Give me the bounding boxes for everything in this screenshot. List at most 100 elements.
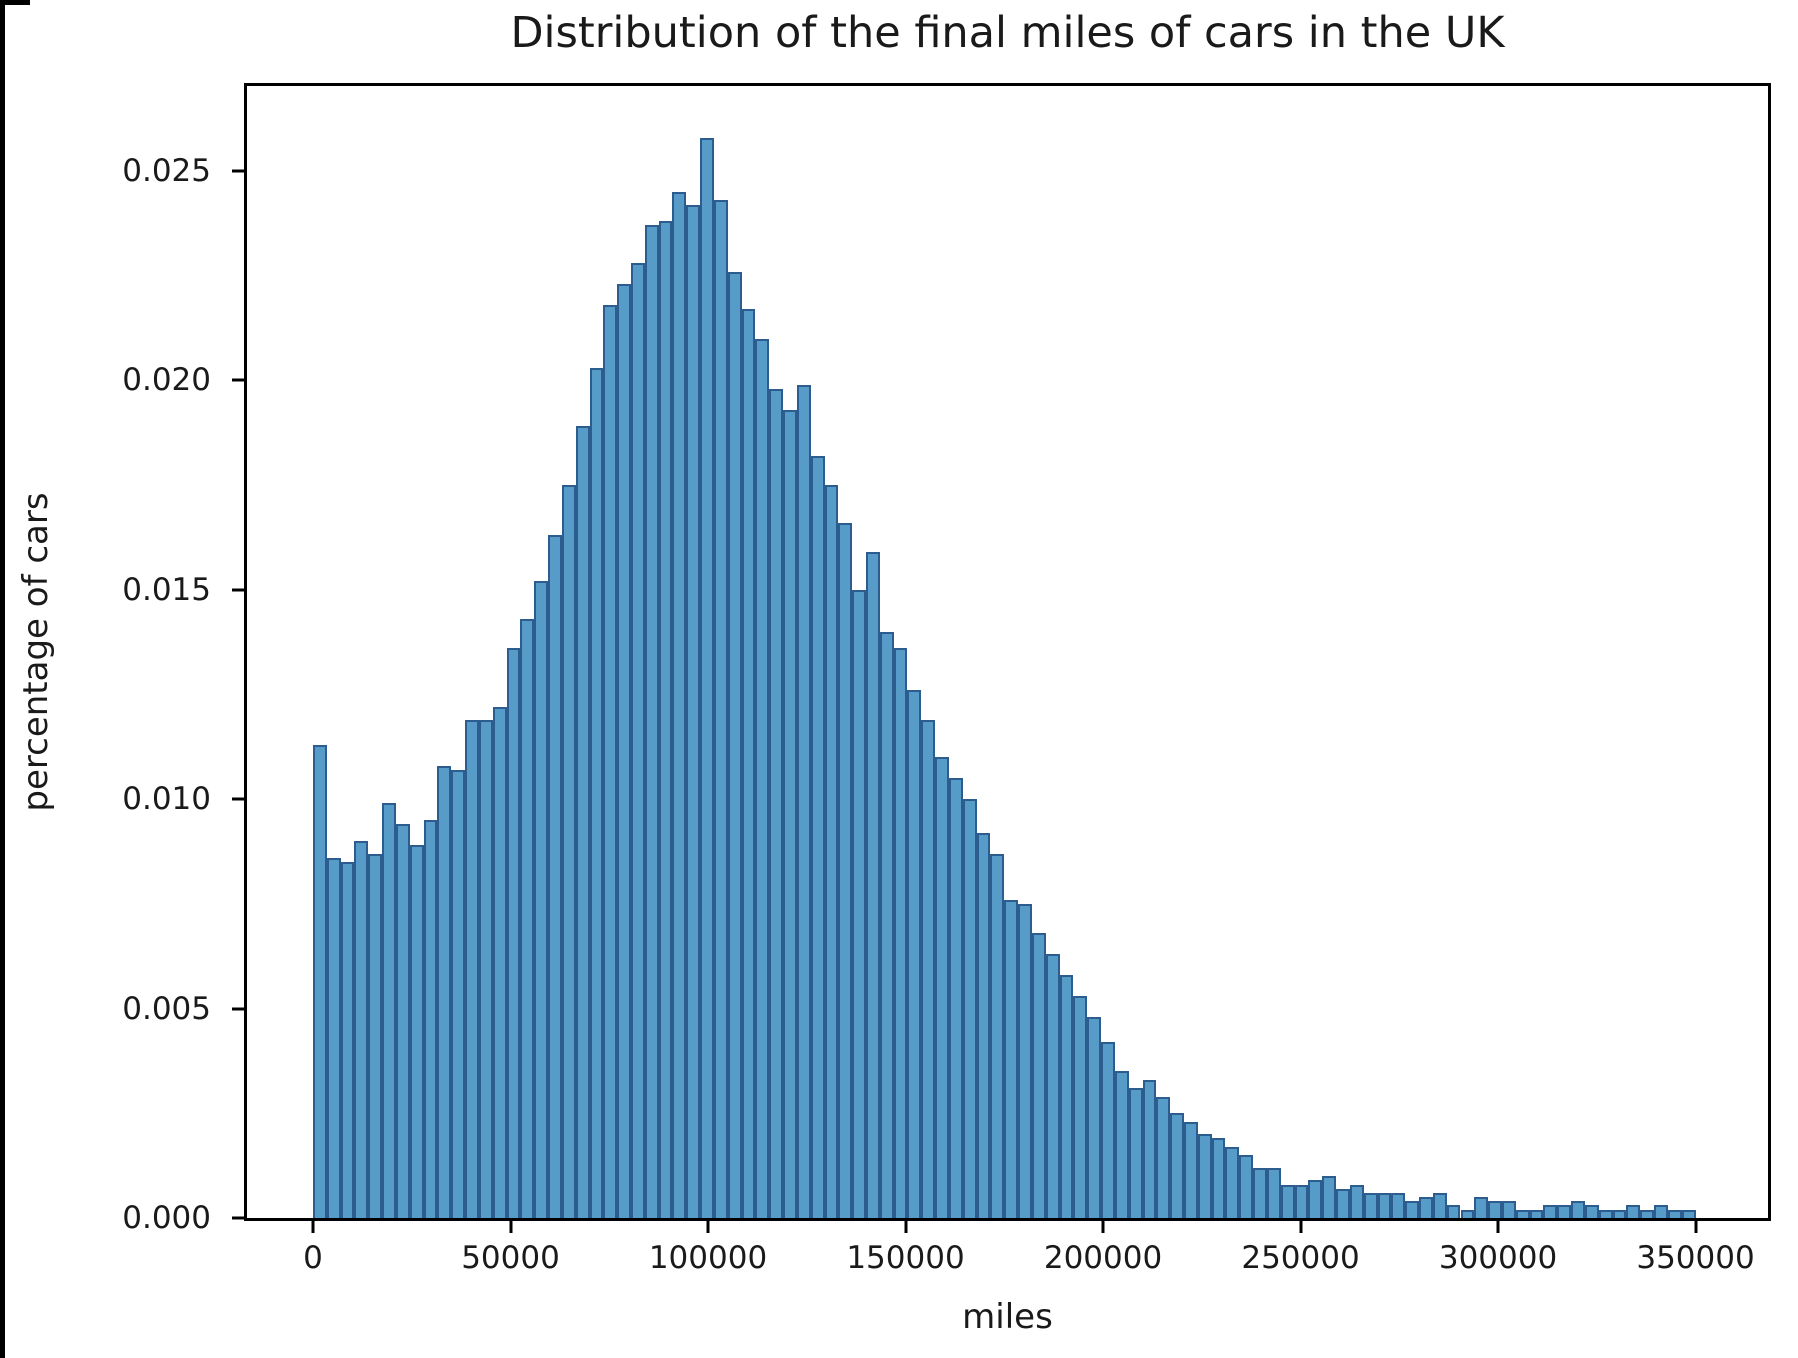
histogram-bar [1584, 1205, 1599, 1218]
histogram-bar [1183, 1121, 1198, 1218]
histogram-bar [935, 757, 949, 1218]
histogram-bar [1391, 1192, 1406, 1218]
histogram-bar [644, 225, 659, 1218]
x-tick-mark [904, 1221, 907, 1233]
histogram-bar [672, 191, 687, 1218]
x-tick-mark [1299, 1221, 1303, 1233]
histogram-bar [713, 200, 728, 1218]
histogram-bar [630, 263, 645, 1218]
y-tick-label: 0.005 [122, 990, 211, 1027]
histogram-bar [1377, 1192, 1392, 1218]
histogram-bar [561, 485, 576, 1218]
histogram-bar [465, 719, 479, 1218]
histogram-bar [1405, 1201, 1420, 1218]
histogram-bar [548, 535, 562, 1218]
histogram-bar [326, 857, 341, 1218]
y-tick-label: 0.000 [122, 1200, 211, 1236]
histogram-bar [368, 853, 383, 1218]
histogram-bar [866, 552, 880, 1218]
histogram-bar [520, 619, 535, 1218]
x-tick-label: 300000 [1438, 1240, 1558, 1276]
histogram-bar [1308, 1180, 1323, 1218]
histogram-bar [769, 388, 784, 1218]
histogram-bar [1515, 1209, 1530, 1218]
x-axis-label: miles [962, 1297, 1053, 1337]
histogram-bar [451, 769, 466, 1218]
x-tick-mark [1496, 1221, 1500, 1233]
histogram-bar [1101, 1042, 1115, 1218]
histogram-bar [1253, 1167, 1267, 1218]
y-tick-label: 0.010 [122, 781, 211, 818]
histogram-bar [1170, 1113, 1184, 1218]
x-tick-mark [1101, 1221, 1105, 1233]
histogram-bar [354, 841, 369, 1218]
histogram-bar [962, 799, 977, 1218]
x-tick-label: 200000 [1043, 1240, 1163, 1276]
x-tick-label: 100000 [648, 1240, 768, 1276]
histogram-bar [1571, 1201, 1585, 1218]
histogram-bar [796, 384, 811, 1218]
histogram-bar [492, 707, 507, 1218]
histogram-bar [1197, 1134, 1212, 1218]
x-tick-label: 0 [303, 1240, 323, 1276]
x-tick-mark [1694, 1221, 1698, 1233]
histogram-bar [1059, 975, 1074, 1218]
histogram-bar [1266, 1167, 1281, 1218]
histogram-bar [838, 522, 853, 1218]
histogram-bar [1045, 954, 1060, 1218]
histogram-bar [1211, 1138, 1226, 1218]
histogram-bar [1432, 1192, 1447, 1218]
histogram-bar [741, 309, 756, 1218]
histogram-bar [879, 631, 894, 1218]
histogram-bar [340, 862, 355, 1218]
histogram-bar [1667, 1209, 1682, 1218]
y-tick-mark [232, 378, 244, 382]
y-tick-mark [232, 1007, 244, 1011]
histogram-bar [1501, 1201, 1516, 1218]
histogram-bar [423, 820, 438, 1218]
chart-title: Distribution of the final miles of cars … [510, 8, 1505, 58]
x-tick-label: 250000 [1241, 1240, 1360, 1276]
histogram-bar [534, 581, 549, 1218]
histogram-bar [382, 803, 396, 1218]
histogram-bar [1322, 1176, 1337, 1218]
histogram-bar [1280, 1184, 1295, 1218]
histogram-bar [948, 778, 963, 1218]
histogram-bar [1474, 1197, 1489, 1218]
histogram-bar [589, 367, 604, 1218]
histogram-bar [852, 589, 867, 1218]
x-tick-mark [311, 1221, 315, 1233]
histogram-bar [907, 690, 922, 1218]
x-tick-mark [509, 1221, 512, 1233]
histogram-bar [1488, 1201, 1502, 1218]
histogram-bar [603, 305, 618, 1218]
histogram-bar [437, 765, 452, 1218]
histogram-bar [395, 824, 410, 1218]
y-axis-label: percentage of cars [16, 492, 56, 812]
histogram-bar [783, 409, 797, 1218]
histogram-bar [1142, 1079, 1157, 1218]
histogram-bar [686, 204, 701, 1218]
histogram-bar [1073, 996, 1088, 1218]
x-tick-mark [706, 1221, 710, 1233]
histogram-bar [1004, 899, 1019, 1218]
histogram-bar [700, 137, 714, 1218]
histogram-bar [506, 648, 521, 1218]
histogram-bar [1349, 1184, 1364, 1218]
x-tick-label: 150000 [846, 1240, 965, 1276]
window-left-edge [0, 0, 5, 1358]
histogram-bar [1598, 1209, 1613, 1218]
histogram-bar [478, 719, 493, 1218]
histogram-bar [1543, 1205, 1558, 1218]
histogram-bar [727, 271, 742, 1218]
histogram-bar [921, 719, 936, 1218]
histogram-bar [1654, 1205, 1668, 1218]
histogram-bar [1681, 1209, 1696, 1218]
y-tick-mark [232, 797, 244, 801]
histogram-bar [976, 832, 991, 1218]
y-tick-mark [232, 169, 244, 173]
histogram-bar [1363, 1192, 1378, 1218]
histogram-bar [1419, 1197, 1433, 1218]
histogram-bar [313, 744, 327, 1218]
